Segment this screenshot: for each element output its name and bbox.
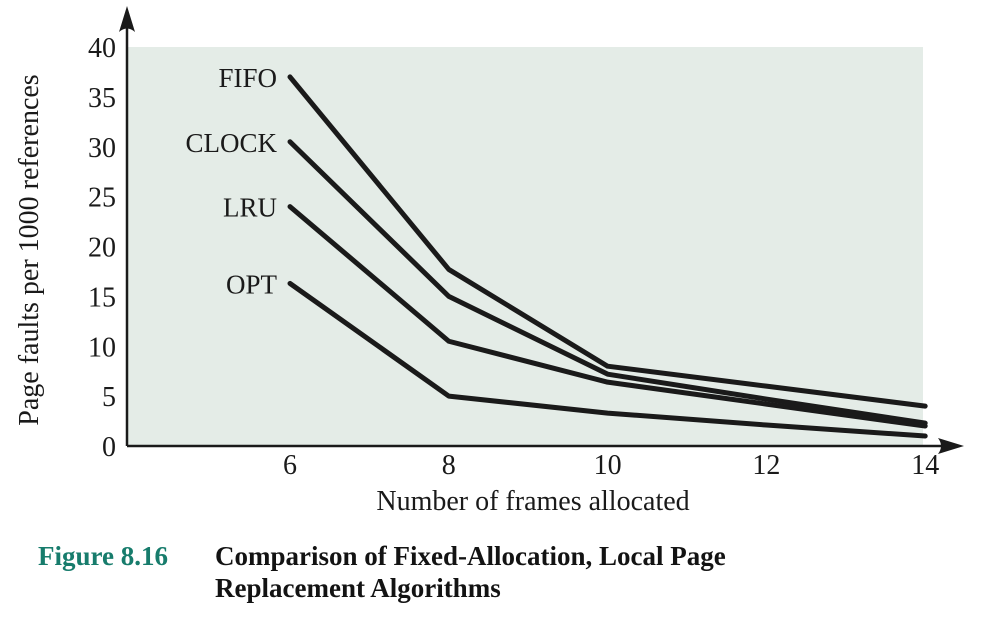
series-line-lru [287,204,928,429]
y-axis-arrowhead-icon [119,6,135,32]
y-tick-label-20: 20 [88,233,116,264]
y-tick-label-10: 10 [88,332,116,363]
x-tick-label-8: 8 [442,450,456,481]
series-line-opt [287,280,928,439]
series-line-fifo [287,74,928,409]
page-replacement-comparison-chart: FIFO CLOCK LRU OPT 0 5 10 15 20 25 30 35 40 6 8 10 12 14 N… [14,6,964,517]
figure-caption-label: Figure 8.16 [38,541,168,571]
series-label-opt: OPT [226,269,278,299]
y-tick-label-40: 40 [88,33,116,64]
figure-caption: Figure 8.16 Comparison of Fixed-Allocati… [38,540,773,605]
series-label-lru: LRU [223,193,277,223]
series-line-clock [287,139,928,426]
x-axis-arrowhead-icon [938,438,964,454]
x-tick-label-12: 12 [752,450,780,481]
figure-caption-title: Comparison of Fixed-Allocation, Local Pa… [215,541,726,604]
y-tick-label-5: 5 [102,382,116,413]
series-label-fifo: FIFO [218,63,277,93]
y-axis-title: Page faults per 1000 references [14,74,45,425]
y-tick-label-0: 0 [102,432,116,463]
y-tick-label-15: 15 [88,282,116,313]
x-tick-label-6: 6 [283,450,297,481]
y-tick-label-30: 30 [88,133,116,164]
x-tick-label-14: 14 [911,450,939,481]
y-tick-label-25: 25 [88,183,116,214]
series-label-clock: CLOCK [185,128,277,158]
y-tick-label-35: 35 [88,83,116,114]
x-axis-title: Number of frames allocated [376,486,689,517]
x-tick-label-10: 10 [594,450,622,481]
plot-area [127,47,923,446]
